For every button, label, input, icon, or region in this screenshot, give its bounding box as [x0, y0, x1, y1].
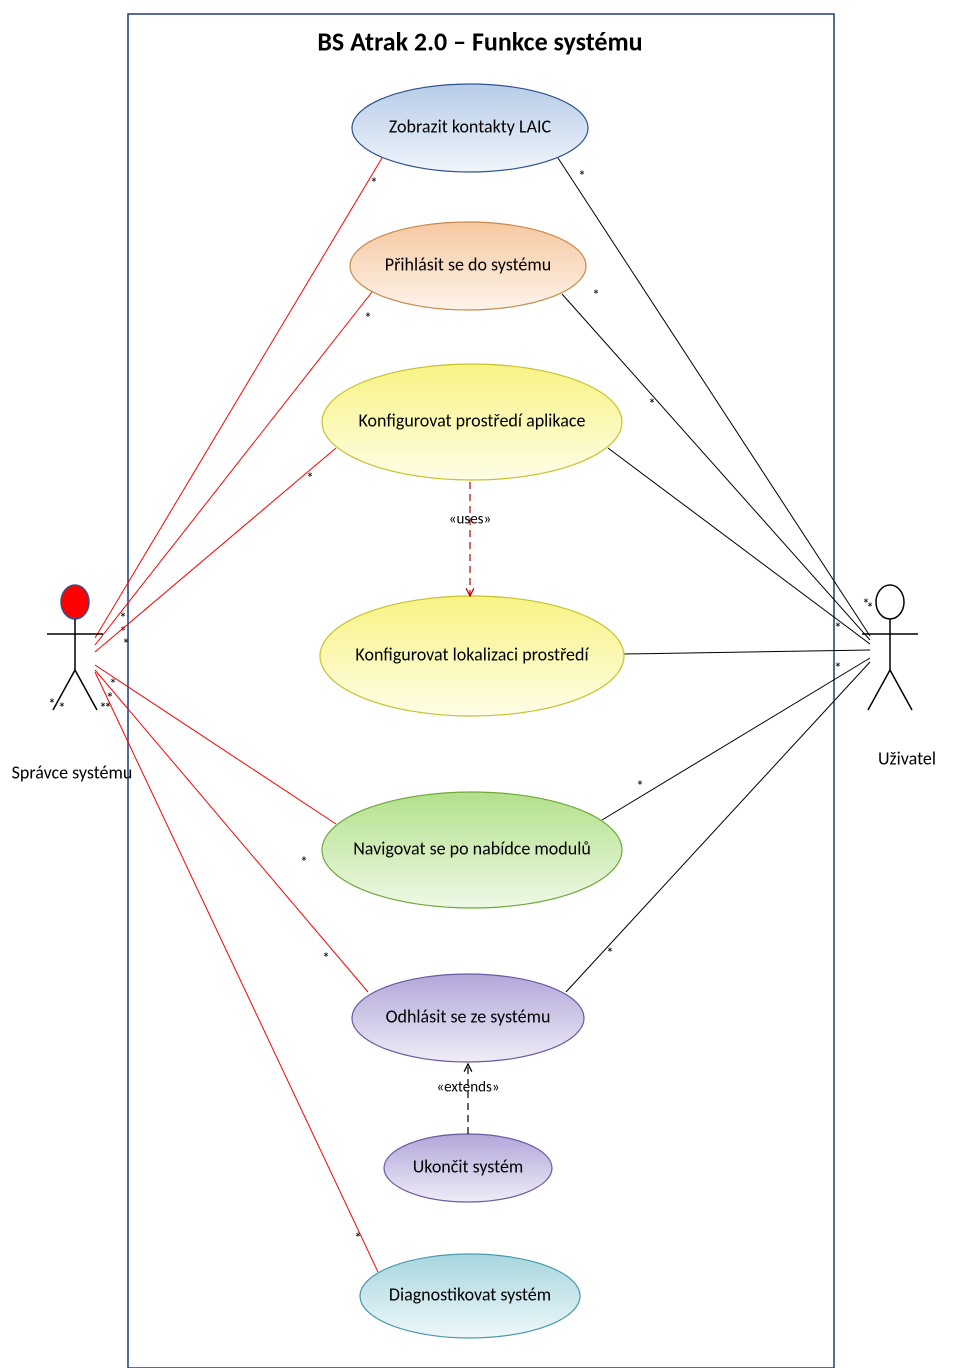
multiplicity-star: *	[300, 855, 307, 873]
usecase-label-uc3: Konfigurovat prostředí aplikace	[358, 409, 585, 431]
usecase-label-uc4: Konfigurovat lokalizaci prostředí	[355, 643, 589, 665]
association-admin-uc3	[95, 448, 336, 652]
multiplicity-star: *	[578, 169, 585, 187]
multiplicity-star: *	[322, 951, 329, 969]
multiplicity-star: *	[606, 946, 613, 964]
association-user-uc4	[624, 650, 870, 654]
association-admin-uc6	[95, 670, 368, 992]
dependency-label: «uses»	[449, 511, 491, 529]
multiplicity-star: *	[866, 601, 873, 619]
actor-label-admin: Správce systému	[12, 761, 133, 783]
association-user-uc2	[562, 294, 870, 640]
usecase-label-uc7: Ukončit systém	[413, 1155, 524, 1177]
actor-head	[876, 585, 904, 619]
multiplicity-star: *	[592, 288, 599, 306]
multiplicity-star: *	[636, 779, 643, 797]
multiplicity-star: *	[354, 1231, 361, 1249]
multiplicity-star: *	[58, 701, 65, 719]
usecase-label-uc5: Navigovat se po nabídce modulů	[353, 837, 591, 859]
multiplicity-star: *	[99, 701, 106, 719]
usecase-label-uc6: Odhlásit se ze systému	[386, 1005, 551, 1027]
multiplicity-star: *	[834, 621, 841, 639]
multiplicity-star: *	[364, 311, 371, 329]
multiplicity-star: *	[306, 471, 313, 489]
usecase-label-uc1: Zobrazit kontakty LAIC	[389, 115, 552, 137]
association-admin-uc2	[95, 292, 372, 645]
diagram-stage: BS Atrak 2.0 – Funkce systému * * * * * * * * * * *…	[0, 0, 960, 1368]
actor-label-user: Uživatel	[878, 747, 936, 769]
association-user-uc6	[566, 662, 870, 992]
actor-admin	[47, 585, 103, 710]
usecase-label-uc2: Přihlásit se do systému	[385, 253, 551, 275]
multiplicity-star: *	[370, 176, 377, 194]
usecase-label-uc8: Diagnostikovat systém	[389, 1283, 551, 1305]
diagram-title: BS Atrak 2.0 – Funkce systému	[317, 25, 642, 57]
actor-head	[61, 585, 89, 619]
association-admin-uc5	[95, 665, 336, 824]
diagram-svg: BS Atrak 2.0 – Funkce systému * * * * * * * * * * *…	[0, 0, 960, 1368]
association-user-uc3	[608, 448, 870, 644]
multiplicity-star: *	[648, 397, 655, 415]
association-admin-uc8	[95, 672, 378, 1272]
dependency-label: «extends»	[436, 1079, 499, 1097]
multiplicity-star: *	[122, 637, 129, 655]
